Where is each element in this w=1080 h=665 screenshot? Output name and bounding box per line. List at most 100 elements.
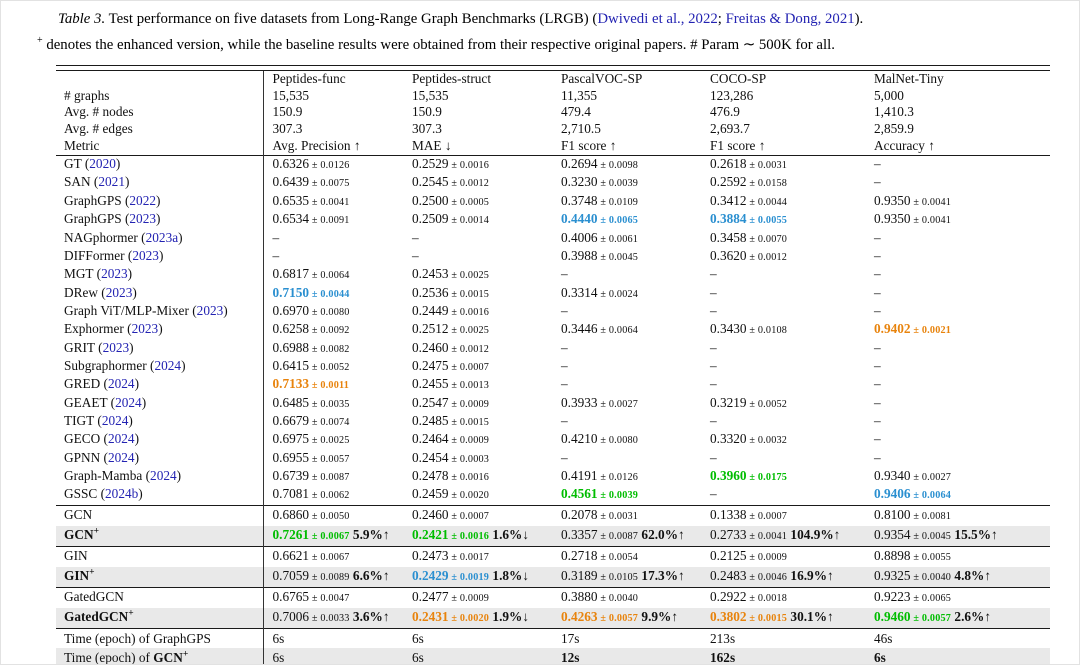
row-label-cell: GatedGCN+ xyxy=(56,608,263,629)
caption-line-2: + denotes the enhanced version, while th… xyxy=(37,30,1051,56)
std-deviation: ± 0.0035 xyxy=(309,398,350,410)
metric-value: 0.2421 xyxy=(412,526,449,542)
std-deviation: ± 0.0080 xyxy=(309,306,350,318)
model-row: Graph ViT/MLP-Mixer (2023) 0.6970 ± 0.008… xyxy=(56,302,1050,322)
value-cell: 0.6415 ± 0.0052 xyxy=(262,357,408,377)
value-cell: – xyxy=(874,229,881,245)
model-name: GSSC xyxy=(64,486,98,502)
citation-year-link[interactable]: 2023a xyxy=(145,229,179,245)
metric-value: 0.2483 xyxy=(710,567,747,583)
citation-year-link[interactable]: 2020 xyxy=(89,156,116,172)
stat-row: Metric Avg. Precision ↑ MAE ↓ F1 score ↑ F1 … xyxy=(56,138,1050,156)
citation-year-link[interactable]: 2023 xyxy=(196,302,224,318)
value-cell: 0.2509 ± 0.0014 xyxy=(408,211,557,229)
citation-year-link[interactable]: 2024 xyxy=(107,449,135,465)
value-cell: 0.2459 ± 0.0020 xyxy=(408,486,557,505)
std-deviation: ± 0.0021 xyxy=(910,325,952,337)
percent-change: 16.9%↑ xyxy=(787,567,834,583)
citation-year-link[interactable]: 2023 xyxy=(102,339,130,355)
citation-link-dwivedi[interactable]: Dwivedi et al., 2022 xyxy=(597,11,718,27)
citation-year-link[interactable]: 2023 xyxy=(129,211,156,227)
value-cell: 0.6679 ± 0.0074 xyxy=(262,412,408,432)
metric-value: 0.7150 xyxy=(272,284,310,300)
value-cell: 0.3748 ± 0.0109 xyxy=(557,193,706,211)
cell-text: Accuracy ↑ xyxy=(874,138,935,154)
value-cell: 0.3884 ± 0.0055 xyxy=(706,211,870,229)
baseline-row: GCN 0.6860 ± 0.0050 0.2460 ± 0.0007 0.2078 … xyxy=(56,504,1050,526)
citation-year-link[interactable]: 2023 xyxy=(132,247,159,263)
std-deviation: ± 0.0031 xyxy=(746,160,788,172)
metric-value: 0.2464 xyxy=(412,431,449,447)
model-row: Graph-Mamba (2024) 0.6739 ± 0.0087 0.2478 … xyxy=(56,467,1050,487)
metric-value: 0.6535 xyxy=(272,192,310,208)
model-name: GCN xyxy=(64,506,93,522)
value-cell: 0.6326 ± 0.0126 xyxy=(262,155,408,175)
value-cell: – xyxy=(561,412,568,428)
std-deviation: ± 0.0033 xyxy=(309,613,350,625)
metric-value: 0.6975 xyxy=(272,431,310,447)
model-row: NAGphormer (2023a) – –0.4006 ± 0.0061 0.345… xyxy=(56,229,1050,248)
baseline-row: GIN+ 0.7059 ± 0.0089 6.6%↑ 0.2429 ± 0.0019… xyxy=(56,566,1050,588)
metric-value: 0.4263 xyxy=(561,609,598,625)
citation-year-link[interactable]: 2024 xyxy=(107,376,135,392)
std-deviation: ± 0.0087 xyxy=(309,471,350,483)
value-cell: 0.2500 ± 0.0005 xyxy=(408,193,557,211)
value-cell: MAE ↓ xyxy=(408,138,557,155)
std-deviation: ± 0.0020 xyxy=(448,490,490,502)
value-cell: 0.9354 ± 0.0045 15.5%↑ xyxy=(870,525,1050,547)
citation-year-link[interactable]: 2024 xyxy=(101,412,129,428)
metric-value: 0.2460 xyxy=(412,339,449,355)
value-cell: 0.9406 ± 0.0064 xyxy=(870,486,1050,505)
metric-value: 0.1338 xyxy=(710,506,747,522)
std-deviation: ± 0.0061 xyxy=(597,233,639,245)
std-deviation: ± 0.0065 xyxy=(910,593,952,605)
std-deviation: ± 0.0040 xyxy=(910,571,952,583)
cell-text: 6s xyxy=(874,650,886,665)
row-label-cell: GRED (2024) xyxy=(64,376,139,392)
value-cell: 0.4561 ± 0.0039 xyxy=(557,486,706,505)
citation-year-link[interactable]: 2024 xyxy=(115,394,142,410)
baseline-block-section: GCN 0.6860 ± 0.0050 0.2460 ± 0.0007 0.2078 … xyxy=(56,504,1050,547)
metric-value: 0.6326 xyxy=(272,156,310,172)
citation-year-link[interactable]: 2024 xyxy=(107,431,135,447)
time-row: Time (epoch) of GCN+ 6s 6s 12s 162s 6s xyxy=(56,648,1050,665)
value-cell: 0.1338 ± 0.0007 xyxy=(706,504,870,526)
value-cell: 0.3230 ± 0.0039 xyxy=(557,174,706,192)
metric-value: 0.7006 xyxy=(272,609,310,625)
metric-value: 0.2078 xyxy=(561,506,598,522)
value-cell: 0.2464 ± 0.0009 xyxy=(408,431,557,449)
citation-year-link[interactable]: 2024b xyxy=(105,486,139,502)
value-cell: 150.9 xyxy=(408,104,557,121)
value-cell: 0.6975 ± 0.0025 xyxy=(262,431,408,450)
value-cell: 150.9 xyxy=(262,104,408,122)
row-label-cell: DIFFormer (2023) xyxy=(64,247,164,263)
citation-year-link[interactable]: 2023 xyxy=(105,284,133,300)
model-name: GIN xyxy=(64,547,88,563)
std-deviation: ± 0.0075 xyxy=(309,178,350,190)
value-cell: 0.7059 ± 0.0089 6.6%↑ xyxy=(262,566,408,588)
value-cell: 0.7006 ± 0.0033 3.6%↑ xyxy=(262,608,408,629)
row-label-cell: Avg. # edges xyxy=(56,121,263,138)
metric-value: 0.6534 xyxy=(272,211,310,227)
citation-year-link[interactable]: 2021 xyxy=(98,174,125,190)
cell-text: 6s xyxy=(412,650,424,665)
value-cell: 0.6485 ± 0.0035 xyxy=(262,394,408,413)
std-deviation: ± 0.0025 xyxy=(448,270,490,282)
value-cell: 6s xyxy=(408,628,557,649)
value-cell: 0.2536 ± 0.0015 xyxy=(408,285,557,303)
value-cell: 476.9 xyxy=(706,104,870,121)
value-cell: 162s xyxy=(706,648,870,664)
citation-year-link[interactable]: 2023 xyxy=(101,266,128,282)
caption-table-label: Table 3. xyxy=(58,11,106,27)
citation-year-link[interactable]: 2023 xyxy=(131,321,159,337)
citation-year-link[interactable]: 2024 xyxy=(154,357,182,373)
citation-year-link[interactable]: 2024 xyxy=(150,467,177,483)
dataset-name-cell: Peptides-struct xyxy=(412,70,492,86)
value-cell: 0.9325 ± 0.0040 4.8%↑ xyxy=(870,566,1050,588)
value-cell: – xyxy=(561,449,568,465)
citation-link-freitas[interactable]: Freitas & Dong, 2021 xyxy=(725,11,855,27)
percent-change: 17.3%↑ xyxy=(638,567,685,583)
citation-year-link[interactable]: 2022 xyxy=(129,192,156,208)
caption-line-1-end: ). xyxy=(854,11,864,27)
